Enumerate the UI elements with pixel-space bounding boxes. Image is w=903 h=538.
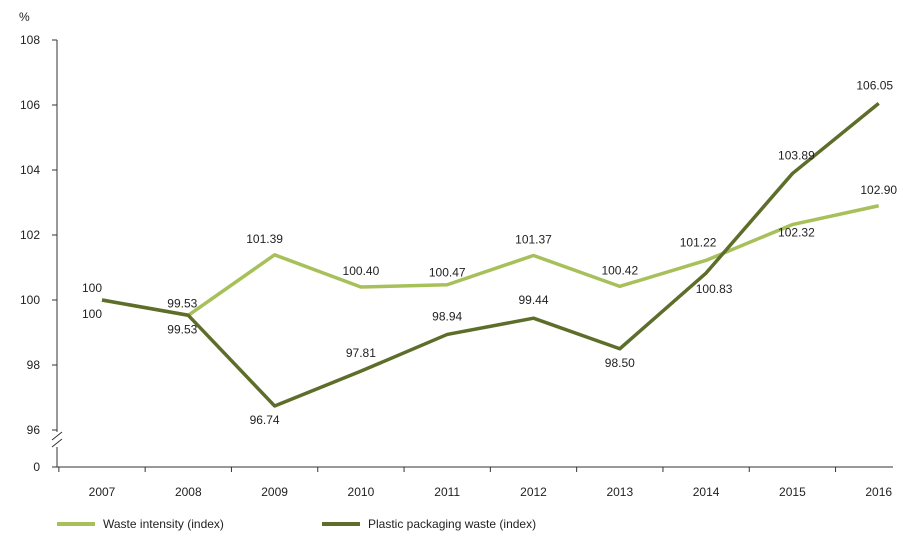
axis-break-icon — [51, 431, 63, 448]
y-tick-label: 102 — [20, 228, 40, 242]
series-line-waste-intensity — [101, 204, 880, 318]
data-label-plastic-packaging: 96.74 — [250, 413, 280, 427]
x-tick-label: 2015 — [779, 485, 806, 499]
y-axis-ticks: 108 106 104 102 100 98 96 0 — [20, 33, 57, 474]
data-label-plastic-packaging: 106.05 — [856, 78, 893, 92]
y-tick-label: 106 — [20, 98, 40, 112]
y-tick-label: 98 — [27, 358, 41, 372]
data-label-plastic-packaging: 99.53 — [167, 322, 197, 336]
x-tick-label: 2010 — [348, 485, 375, 499]
x-tick-label: 2009 — [261, 485, 288, 499]
y-axis-unit: % — [19, 10, 30, 24]
data-label-waste-intensity: 101.39 — [246, 232, 283, 246]
data-label-waste-intensity: 101.37 — [515, 232, 552, 246]
legend-label-waste-intensity: Waste intensity (index) — [103, 517, 224, 531]
y-tick-label: 96 — [27, 423, 41, 437]
data-label-plastic-packaging: 99.44 — [518, 293, 548, 307]
series-line-plastic-packaging — [101, 102, 880, 408]
x-tick-label: 2008 — [175, 485, 202, 499]
data-label-plastic-packaging: 98.50 — [605, 356, 635, 370]
legend: Waste intensity (index) Plastic packagin… — [57, 517, 536, 531]
legend-label-plastic-packaging: Plastic packaging waste (index) — [368, 517, 536, 531]
series-lines — [101, 102, 880, 408]
data-label-plastic-packaging: 100.83 — [696, 282, 733, 296]
y-tick-label: 108 — [20, 33, 40, 47]
data-label-waste-intensity: 100.47 — [429, 266, 466, 280]
data-label-waste-intensity: 100.42 — [601, 263, 638, 277]
data-label-waste-intensity: 102.90 — [860, 183, 897, 197]
x-tick-label: 2012 — [520, 485, 547, 499]
y-tick-label: 104 — [20, 163, 40, 177]
data-label-plastic-packaging: 97.81 — [346, 346, 376, 360]
x-tick-label: 2007 — [89, 485, 116, 499]
data-label-plastic-packaging: 98.94 — [432, 309, 462, 323]
data-label-waste-intensity: 101.22 — [680, 235, 717, 249]
x-tick-label: 2013 — [606, 485, 633, 499]
x-tick-label: 2016 — [865, 485, 892, 499]
data-label-plastic-packaging: 103.89 — [778, 149, 815, 163]
y-tick-label: 100 — [20, 293, 40, 307]
x-tick-label: 2014 — [693, 485, 720, 499]
x-tick-label: 2011 — [434, 485, 460, 499]
data-labels: 100 99.53 101.39 100.40 100.47 101.37 100.42 10… — [82, 78, 897, 427]
data-label-waste-intensity: 99.53 — [167, 296, 197, 310]
x-axis-ticks: 2007 2008 2009 2010 2011 2012 2013 2014 2015 2016 — [58, 467, 892, 499]
data-label-plastic-packaging: 100 — [82, 307, 102, 321]
y-tick-label: 0 — [33, 460, 40, 474]
data-label-waste-intensity: 100 — [82, 281, 102, 295]
data-label-waste-intensity: 102.32 — [778, 226, 815, 240]
data-label-waste-intensity: 100.40 — [343, 264, 380, 278]
